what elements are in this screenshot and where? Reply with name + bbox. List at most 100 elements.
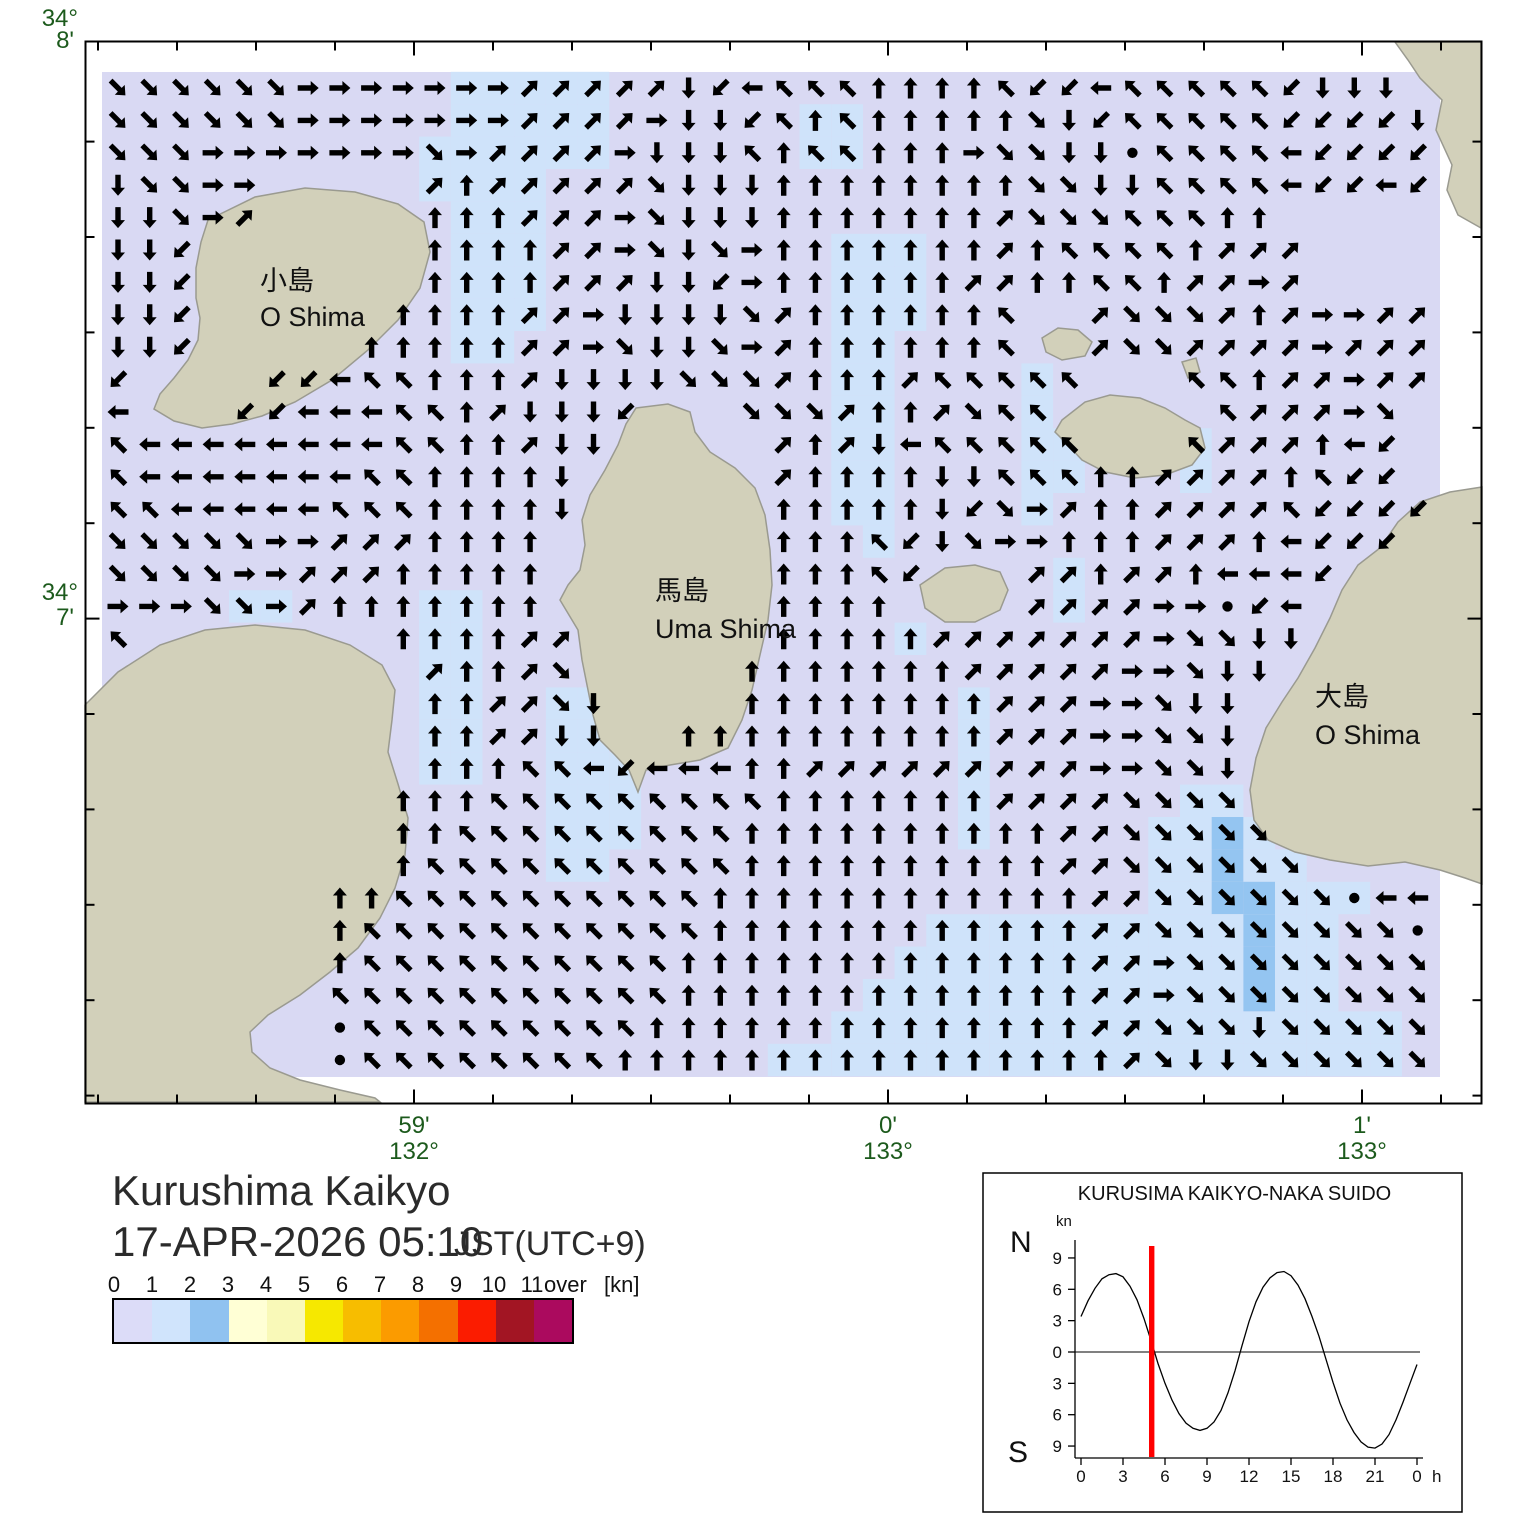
current-arrow [1029,78,1047,96]
current-arrow [1218,534,1235,551]
current-arrow [998,822,1013,844]
current-arrow [1125,531,1140,553]
current-arrow [1123,305,1140,323]
current-arrow [142,336,157,358]
current-arrow [428,693,442,715]
current-arrow [395,1020,413,1037]
current-arrow [871,498,886,520]
current-arrow [1312,307,1334,322]
current-arrow [172,208,189,226]
current-arrow [1027,598,1045,616]
current-arrow [491,304,506,326]
current-arrow [329,405,351,419]
current-arrow [329,437,351,452]
current-arrow [520,696,538,713]
current-arrow [808,595,823,617]
current-arrow [871,1017,886,1039]
current-arrow [237,402,255,420]
current-arrow [1121,761,1143,776]
current-arrow [1093,466,1108,488]
current-arrow [903,790,918,812]
current-arrow [903,564,920,582]
current-arrow [1346,532,1364,550]
current-arrow [428,466,442,488]
current-arrow [1062,952,1076,974]
current-arrow [774,469,792,487]
current-arrow [522,760,540,778]
current-arrow [459,757,474,779]
current-arrow [459,369,474,391]
current-arrow [1186,661,1204,679]
legend-color-cell [419,1300,458,1342]
tide-graph-title: KURUSIMA KAIKYO-NAKA SUIDO [1078,1183,1391,1205]
current-arrow [142,501,160,519]
current-arrow [963,145,985,160]
legend-color-cell [495,1300,534,1342]
current-arrow [840,919,855,941]
current-arrow [998,1017,1013,1039]
current-arrow [1281,856,1299,874]
current-arrow [1093,531,1108,553]
current-arrow [903,271,918,293]
current-arrow [840,984,855,1006]
tide-y-tick-label: 9 [1053,1249,1062,1268]
current-arrow [649,336,664,358]
current-arrow [111,304,125,326]
legend-color-cell [152,1300,191,1342]
current-arrow [903,109,918,131]
current-arrow [681,858,698,875]
current-arrow [935,239,950,261]
current-arrow [1059,793,1077,811]
current-arrow [1062,109,1076,131]
current-arrow [966,984,981,1006]
current-arrow [1217,567,1238,581]
current-arrow [1062,1049,1076,1071]
current-arrow [713,109,728,131]
current-arrow [681,271,696,293]
current-arrow [1379,77,1393,99]
current-arrow [745,660,759,682]
current-arrow [332,987,350,1005]
current-arrow [808,207,823,229]
current-arrow [966,336,981,358]
current-arrow [140,78,158,96]
tide-y-tick-label: 9 [1053,1437,1062,1456]
current-arrow [459,922,477,940]
current-arrow [1249,436,1267,454]
current-arrow [361,81,383,95]
current-arrow [142,304,157,326]
current-arrow [1059,566,1077,584]
current-arrow [1123,598,1140,616]
current-arrow [903,855,918,877]
current-arrow [998,307,1015,325]
current-arrow [807,80,825,98]
current-arrow [935,790,950,812]
current-arrow [139,599,161,614]
current-arrow [808,498,823,520]
current-arrow [808,271,823,293]
current-arrow [522,890,540,908]
current-arrow [935,174,950,196]
current-arrow [491,660,506,682]
current-arrow [776,693,791,715]
current-arrow [808,693,823,715]
current-arrow [1188,145,1206,163]
current-arrow [1313,372,1331,389]
current-arrow [395,501,413,519]
current-arrow [202,469,224,484]
current-arrow [808,660,823,682]
current-arrow [1218,307,1235,325]
page-title: Kurushima Kaikyo [112,1167,451,1214]
current-arrow [776,822,791,844]
current-arrow [808,174,823,196]
current-arrow [1186,953,1204,971]
current-arrow [840,595,855,617]
current-arrow [713,984,728,1006]
current-arrow [395,922,413,940]
current-arrow [1124,210,1142,227]
current-arrow [1154,856,1172,874]
current-arrow [1059,760,1077,778]
current-arrow [552,112,570,130]
current-arrow [428,563,442,585]
current-arrow [713,304,728,326]
